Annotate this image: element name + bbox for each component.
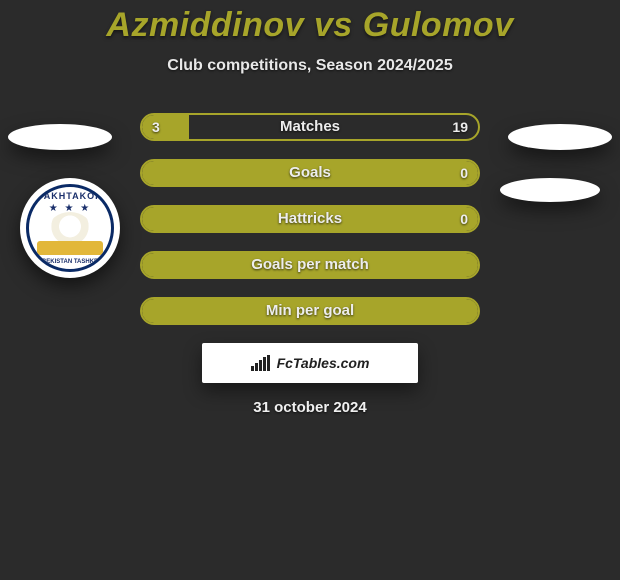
stat-label: Goals: [142, 161, 478, 185]
badge-text-bottom: UZBEKISTAN TASHKENT: [29, 259, 111, 265]
stat-value-right: 0: [460, 207, 468, 231]
page-subtitle: Club competitions, Season 2024/2025: [0, 57, 620, 75]
stat-row: Hattricks0: [140, 205, 480, 233]
club-right-oval: [500, 178, 600, 202]
stats-list: 3Matches19Goals0Hattricks0Goals per matc…: [140, 113, 480, 325]
stat-row: Min per goal: [140, 297, 480, 325]
club-badge-crest: PAKHTAKOR ★ ★ ★ UZBEKISTAN TASHKENT: [26, 184, 114, 272]
page-title: Azmiddinov vs Gulomov: [0, 6, 620, 45]
badge-text-top: PAKHTAKOR: [29, 191, 111, 201]
badge-ribbon: [37, 241, 103, 255]
stat-row: 3Matches19: [140, 113, 480, 141]
stat-row: Goals0: [140, 159, 480, 187]
stat-label: Min per goal: [142, 299, 478, 323]
player-right-oval: [508, 124, 612, 150]
player-left-oval: [8, 124, 112, 150]
attribution-panel[interactable]: FcTables.com: [202, 343, 418, 383]
bar-chart-icon: [251, 355, 271, 371]
stats-card: Azmiddinov vs Gulomov Club competitions,…: [0, 0, 620, 440]
stat-label: Matches: [142, 115, 478, 139]
attribution-text: FcTables.com: [277, 355, 370, 371]
footer-date: 31 october 2024: [0, 399, 620, 416]
stat-row: Goals per match: [140, 251, 480, 279]
club-badge-left: PAKHTAKOR ★ ★ ★ UZBEKISTAN TASHKENT: [20, 178, 120, 278]
stat-label: Hattricks: [142, 207, 478, 231]
stat-label: Goals per match: [142, 253, 478, 277]
stat-value-right: 0: [460, 161, 468, 185]
stat-value-right: 19: [452, 115, 468, 139]
